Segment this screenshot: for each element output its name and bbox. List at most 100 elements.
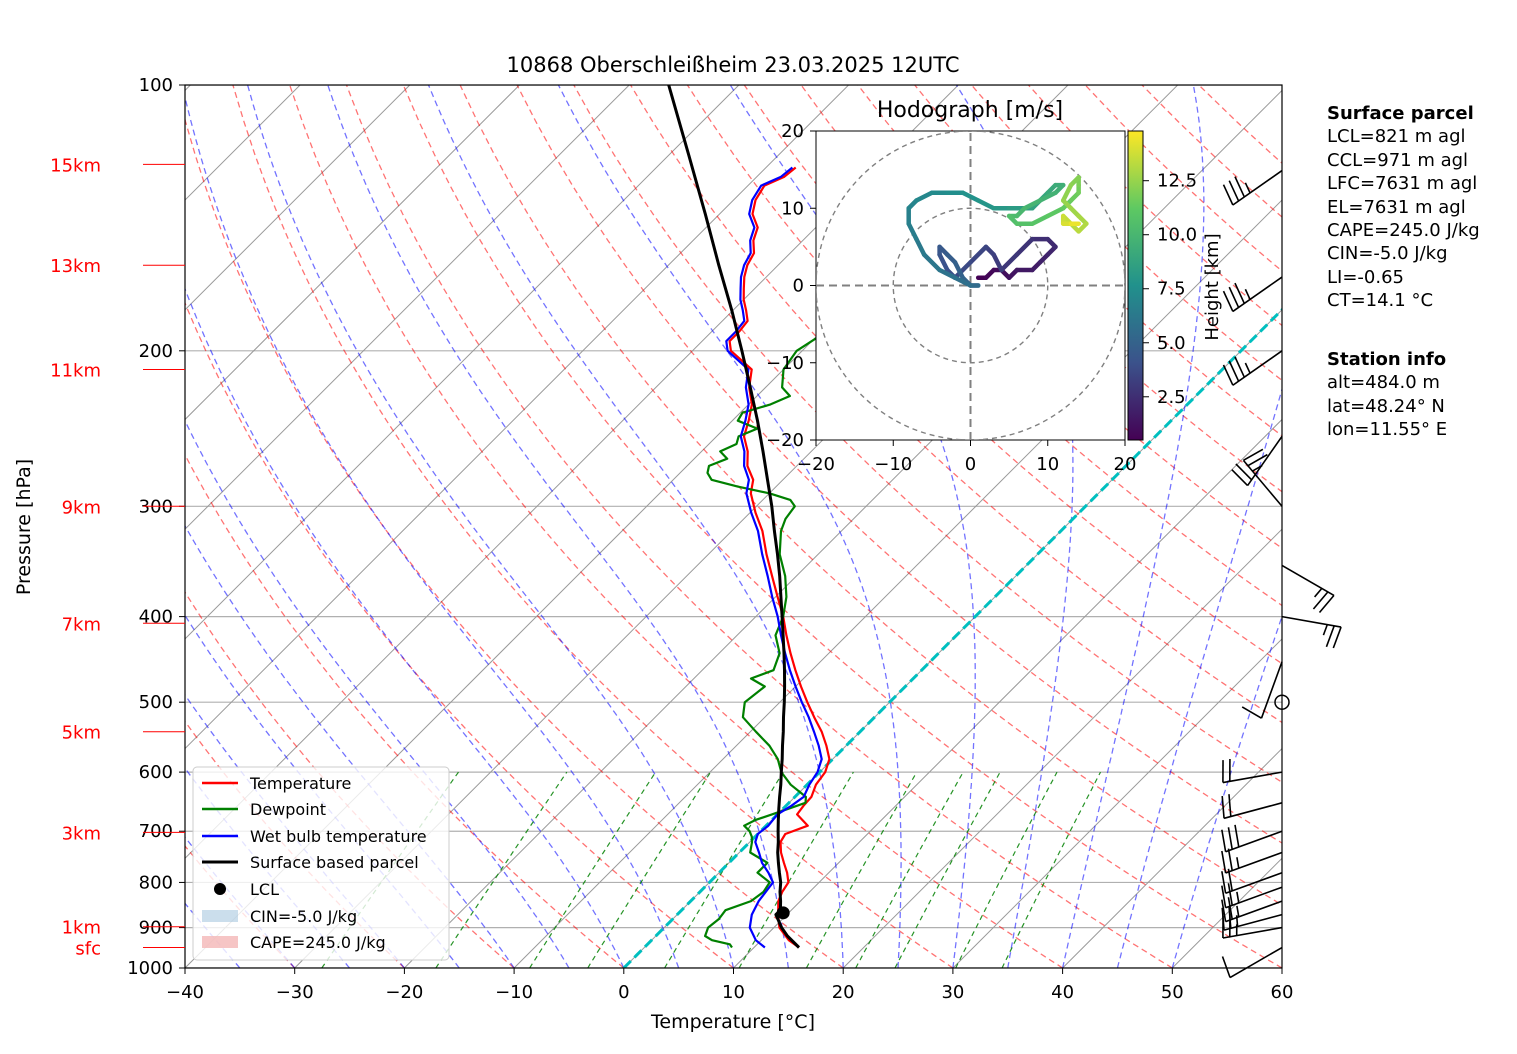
- legend-label-wetbulb: Wet bulb temperature: [250, 827, 427, 846]
- isotherm-line: [952, 638, 1282, 968]
- legend-label-parcel: Surface based parcel: [250, 853, 419, 872]
- surface-parcel-heading: Surface parcel: [1327, 103, 1474, 124]
- moist-adiabat-line: [246, 85, 735, 968]
- wind-barb-flag: [1228, 794, 1232, 817]
- hodograph-segment: [960, 190, 981, 203]
- height-tick-label: 3km: [62, 823, 101, 844]
- wind-barb: [1242, 448, 1283, 507]
- hodograph-x-tick-label: 0: [965, 454, 976, 475]
- wind-barb-flag: [1221, 829, 1227, 852]
- mixing-ratio-line: [894, 771, 1001, 968]
- isotherm-line: [185, 85, 630, 530]
- dry-adiabat-line: [185, 116, 844, 968]
- wind-barb-staff: [1222, 771, 1283, 784]
- wind-barb-flag: [1227, 827, 1233, 850]
- height-tick-label: 5km: [62, 723, 101, 744]
- mixing-ratio-line: [1001, 771, 1102, 968]
- hodograph-y-tick-label: −10: [766, 353, 804, 374]
- y-axis-ticks: 100 200 300 400 500 600 700 800 900 1000: [127, 75, 185, 979]
- x-tick-label: −40: [166, 982, 204, 1003]
- surface-parcel-panel: Surface parcel LCL=821 m agl CCL=971 m a…: [1327, 102, 1480, 313]
- hodograph-x-tick-label: 20: [1114, 454, 1137, 475]
- hodograph-segment: [921, 252, 942, 273]
- hodograph-x-tick-label: 10: [1036, 454, 1059, 475]
- y-tick-label: 400: [139, 607, 173, 628]
- isotherm-line: [185, 85, 520, 421]
- station-info-heading: Station info: [1327, 349, 1447, 370]
- mixing-ratio-line: [435, 771, 568, 968]
- legend-label-lcl: LCL: [250, 880, 279, 899]
- wind-barb: [1222, 276, 1283, 313]
- mixing-ratio-line: [738, 771, 854, 968]
- y-tick-label: 900: [139, 918, 173, 939]
- y-tick-label: 100: [139, 75, 173, 96]
- hodograph-y-tick-label: 0: [793, 276, 804, 297]
- colorbar-label: Height [km]: [1202, 233, 1223, 340]
- legend-swatch-lcl: [214, 883, 226, 895]
- colorbar-tick-label: 10.0: [1157, 225, 1197, 246]
- y-tick-label: 300: [139, 496, 173, 517]
- dry-adiabat-line: [185, 453, 625, 968]
- x-axis-ticks: −40 −30 −20 −10 0 10 20 30 40 50 60: [166, 968, 1293, 1003]
- wind-barb-staff: [1229, 946, 1283, 979]
- wind-barb-staff: [1225, 830, 1283, 853]
- wind-barb-flag: [1241, 706, 1262, 719]
- x-tick-label: −10: [495, 982, 533, 1003]
- wind-barb-flag: [1234, 356, 1246, 378]
- moist-adiabat-line: [1171, 614, 1282, 968]
- wind-barb-staff: [1223, 802, 1283, 820]
- y-axis-label: Pressure [hPa]: [13, 459, 35, 595]
- dry-adiabat-line: [185, 301, 734, 968]
- hodograph-title: Hodograph [m/s]: [877, 98, 1063, 123]
- wind-barb-flag: [1222, 184, 1234, 206]
- legend-label-dewpoint: Dewpoint: [250, 800, 326, 819]
- height-tick-label: 9km: [62, 497, 101, 518]
- surface-parcel-cin: CIN=-5.0 J/kg: [1327, 243, 1448, 265]
- wind-barb-flag: [1221, 907, 1225, 931]
- wind-barb-flag: [1221, 850, 1227, 874]
- y-tick-label: 800: [139, 872, 173, 893]
- legend-label-cape: CAPE=245.0 J/kg: [250, 933, 386, 952]
- colorbar-ticks: 2.5 5.0 7.5 10.0 12.5: [1143, 171, 1197, 408]
- wind-barb-staff: [1260, 661, 1283, 719]
- wind-barb: [1221, 868, 1283, 894]
- wind-barb-flag: [1318, 594, 1335, 613]
- wind-barb-flag: [1221, 871, 1227, 894]
- surface-parcel-li: LI=-0.65: [1327, 266, 1404, 288]
- x-tick-label: 0: [618, 982, 629, 1003]
- hodograph-segment: [914, 190, 935, 203]
- dry-adiabat-line: [232, 85, 954, 968]
- hodograph-segment: [952, 260, 966, 281]
- wind-barb: [1221, 897, 1283, 923]
- colorbar-tick-label: 5.0: [1157, 333, 1186, 354]
- wind-barb-flag: [1222, 364, 1234, 386]
- wind-barb-flag: [1325, 625, 1335, 648]
- height-tick-label: 7km: [62, 614, 101, 635]
- hodograph-x-tick-label: −20: [797, 454, 835, 475]
- hodograph-segment: [914, 236, 927, 257]
- x-tick-label: 60: [1271, 982, 1294, 1003]
- wind-barb-staff: [1246, 435, 1283, 486]
- y-tick-label: 200: [139, 341, 173, 362]
- hodograph-y-tick-label: −20: [766, 430, 804, 451]
- moist-adiabat-line: [185, 419, 570, 968]
- station-info-lat: lat=48.24° N: [1327, 395, 1445, 417]
- wetbulb-line: [725, 166, 823, 949]
- wind-barb: [1221, 848, 1283, 874]
- hodograph-trace: [906, 175, 1089, 288]
- wind-barb-staff: [1232, 350, 1283, 386]
- moist-adiabat-line: [185, 902, 241, 968]
- moist-adiabat-line: [1116, 387, 1282, 968]
- y-tick-label: 500: [139, 692, 173, 713]
- wind-barb-staff: [1281, 564, 1335, 597]
- station-info-panel: Station info alt=484.0 m lat=48.24° N lo…: [1327, 348, 1447, 442]
- mixing-ratio-line: [955, 771, 1058, 968]
- wind-barb-halfflag: [1236, 891, 1240, 904]
- wind-barb-flag: [1234, 176, 1246, 198]
- x-tick-label: 30: [941, 982, 964, 1003]
- hodograph-segment: [1060, 182, 1074, 203]
- wind-barb-flag: [1231, 469, 1249, 487]
- isotherm-line: [185, 85, 411, 311]
- x-tick-label: 10: [722, 982, 745, 1003]
